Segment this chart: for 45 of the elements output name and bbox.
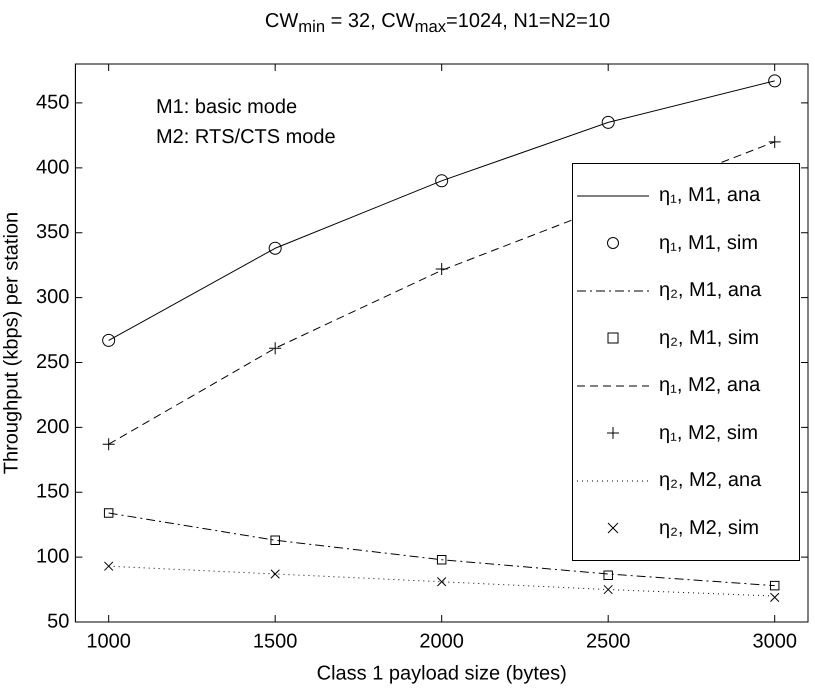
y-tick-label: 300 [36, 286, 70, 308]
point [436, 577, 446, 587]
point [268, 342, 282, 355]
chart-title: CW$_{min}$ = 32, CW$_{max}$=1024, N1=N2=10 [264, 10, 612, 37]
point [603, 584, 613, 594]
y-tick-label: 100 [36, 546, 70, 568]
point [268, 242, 282, 255]
point [770, 592, 780, 602]
point [102, 438, 116, 451]
annotation: M2: RTS/CTS mode [156, 126, 336, 149]
y-tick-label: 250 [36, 350, 70, 373]
x-tick-label: 2500 [586, 630, 630, 653]
y-tick-label: 200 [36, 416, 70, 438]
point [270, 569, 280, 579]
point [104, 508, 114, 518]
legend-label: η₂, M1, sim [659, 326, 759, 350]
legend-label: η₁, M2, ana [659, 374, 760, 398]
point [603, 570, 613, 580]
y-tick-label: 350 [36, 221, 70, 244]
x-tick-label: 3000 [752, 630, 797, 653]
point [104, 561, 114, 571]
y-tick-label: 50 [47, 610, 70, 633]
point [270, 536, 280, 545]
x-tick-label: 1000 [86, 630, 131, 653]
point [435, 174, 448, 188]
legend-label: η₁, M1, sim [659, 232, 758, 255]
legend-label: η₁, M1, ana [659, 184, 760, 208]
point [770, 580, 780, 590]
y-tick-label: 400 [36, 156, 70, 178]
point [102, 334, 116, 347]
point [768, 135, 782, 148]
point [602, 116, 615, 129]
annotation: M1: basic mode [156, 96, 298, 119]
point [768, 74, 782, 88]
x-tick-label: 1500 [252, 630, 298, 653]
legend-label: η₂, M2, ana [659, 469, 762, 492]
legend-label: η₂, M1, ana [659, 279, 762, 302]
y-tick-label: 450 [36, 91, 70, 114]
legend-label: η₂, M2, sim [659, 516, 759, 540]
point [436, 554, 446, 564]
legend-label: η₁, M2, sim [659, 422, 758, 445]
x-axis-title: Class 1 payload size (bytes) [316, 662, 567, 685]
y-tick-label: 150 [36, 480, 70, 503]
y-axis-title: Throughput (kbps) per station [0, 212, 23, 474]
x-tick-label: 2000 [419, 630, 464, 653]
